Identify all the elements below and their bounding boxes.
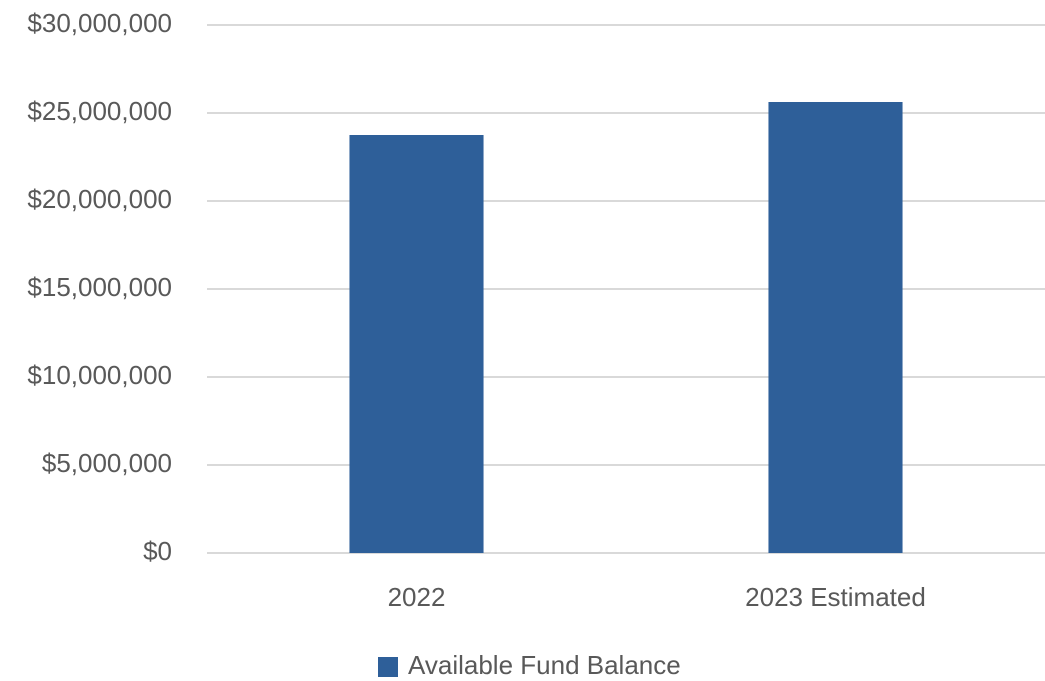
legend-label: Available Fund Balance: [408, 650, 681, 680]
bar: [768, 102, 903, 553]
y-tick-label: $25,000,000: [27, 96, 172, 126]
x-tick-label: 2022: [388, 582, 446, 612]
legend-swatch: [378, 657, 398, 677]
y-tick-label: $0: [143, 536, 172, 566]
y-tick-label: $15,000,000: [27, 272, 172, 302]
y-tick-label: $20,000,000: [27, 184, 172, 214]
y-tick-label: $10,000,000: [27, 360, 172, 390]
y-tick-label: $30,000,000: [27, 8, 172, 38]
y-tick-label: $5,000,000: [42, 448, 172, 478]
bar: [349, 135, 484, 553]
x-tick-label: 2023 Estimated: [745, 582, 926, 612]
